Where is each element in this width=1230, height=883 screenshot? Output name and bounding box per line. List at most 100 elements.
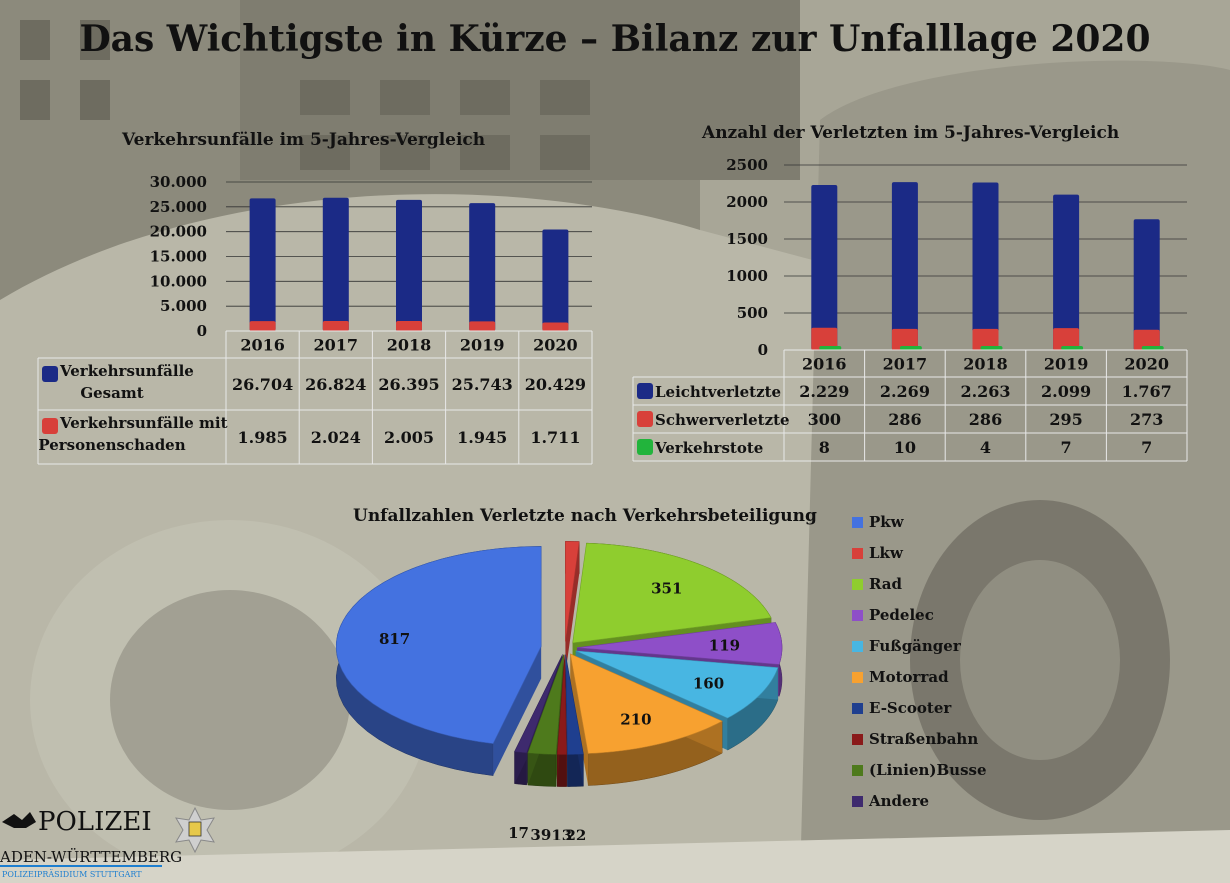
x-tick-label: 2017 — [883, 355, 928, 374]
y-tick-label: 15.000 — [150, 248, 207, 266]
data-label: 2.229 — [799, 382, 849, 401]
data-label: 2.263 — [960, 382, 1010, 401]
legend-label: Pedelec — [869, 606, 934, 624]
legend-swatch — [852, 578, 863, 590]
data-label: 295 — [1049, 410, 1082, 429]
bar-3 — [1061, 346, 1084, 350]
legend-swatch — [852, 764, 863, 776]
bar-2 — [972, 328, 999, 350]
legend-label: (Linien)Busse — [869, 761, 987, 779]
legend-label: Gesamt — [80, 384, 143, 402]
data-label: 8 — [819, 438, 830, 457]
data-label: 286 — [969, 410, 1002, 429]
legend-item: Andere — [852, 791, 929, 811]
x-tick-label: 2016 — [802, 355, 847, 374]
data-label: 273 — [1130, 410, 1163, 429]
pie-title: Unfallzahlen Verletzte nach Verkehrsbete… — [353, 506, 817, 526]
y-tick-label: 25.000 — [150, 198, 207, 216]
legend-swatch — [637, 383, 653, 399]
x-tick-label: 2016 — [240, 336, 285, 355]
data-label: 17 — [508, 824, 529, 840]
legend-label: Motorrad — [869, 668, 949, 686]
data-label: 26.824 — [305, 375, 366, 394]
bar-1 — [249, 198, 276, 331]
bar-1 — [1133, 219, 1160, 350]
x-tick-label: 2018 — [963, 355, 1008, 374]
legend-swatch — [852, 547, 863, 559]
page-title: Das Wichtigste in Kürze – Bilanz zur Unf… — [79, 18, 1151, 60]
y-tick-label: 5.000 — [160, 297, 207, 315]
legend-label: Rad — [869, 575, 903, 593]
bar-2 — [542, 322, 569, 331]
legend-swatch — [852, 795, 863, 807]
data-label: 39 — [530, 826, 551, 840]
x-tick-label: 2019 — [460, 336, 505, 355]
legend-item: Motorrad — [852, 667, 949, 687]
data-label: 25.743 — [452, 375, 513, 394]
legend-swatch — [852, 702, 863, 714]
legend-item: Pkw — [852, 512, 904, 532]
legend-item: Rad — [852, 574, 902, 594]
legend-swatch — [852, 516, 863, 528]
legend-item: Pedelec — [852, 605, 934, 625]
chart1-title: Verkehrsunfälle im 5-Jahres-Vergleich — [122, 130, 486, 150]
legend-label: Verkehrsunfälle — [59, 362, 194, 380]
pie-slice-5 — [575, 650, 779, 719]
legend-swatch — [852, 640, 863, 652]
legend-label: Pkw — [869, 513, 904, 531]
bar-2 — [1053, 328, 1080, 350]
data-label: 2.024 — [311, 428, 361, 447]
data-label: 26.704 — [232, 375, 293, 394]
data-label: 7 — [1061, 438, 1072, 457]
data-label: 1.767 — [1122, 382, 1172, 401]
legend-swatch — [852, 733, 863, 745]
legend-label: Verkehrstote — [654, 439, 763, 457]
logo-unit: POLIZEIPRÄSIDIUM STUTTGART — [2, 870, 142, 879]
pie-slice-8 — [556, 654, 567, 755]
y-tick-label: 500 — [737, 304, 768, 322]
data-label: 4 — [980, 438, 991, 457]
bar-2 — [891, 328, 918, 350]
bar-2 — [396, 321, 422, 331]
x-tick-label: 2018 — [387, 336, 432, 355]
y-tick-label: 2500 — [726, 156, 768, 174]
data-label: 210 — [620, 710, 651, 728]
bar-3 — [899, 346, 922, 350]
y-tick-label: 1500 — [726, 230, 768, 248]
logo-name: POLIZEI — [38, 807, 152, 837]
data-label: 119 — [709, 637, 740, 655]
pie-slice-4 — [576, 622, 783, 665]
legend-swatch — [852, 609, 863, 621]
data-label: 1.985 — [238, 428, 288, 447]
legend-label: Straßenbahn — [869, 730, 979, 748]
legend-label: E-Scooter — [869, 699, 952, 717]
chart-injured: 0 500 1000 1500 2000 2500 2016 2017 2018 2019 2020… — [632, 156, 1188, 462]
bar-1 — [811, 185, 838, 350]
bar-1 — [891, 182, 918, 350]
data-label: 13 — [551, 827, 572, 840]
legend-label: Andere — [869, 792, 930, 810]
legend-item: E-Scooter — [852, 698, 951, 718]
bar-1 — [469, 203, 496, 331]
legend-label: Lkw — [869, 544, 903, 562]
data-label: 300 — [808, 410, 841, 429]
legend-swatch — [852, 671, 863, 683]
data-label: 20.429 — [525, 375, 586, 394]
legend-label: Leichtverletzte — [655, 383, 781, 401]
x-tick-label: 2020 — [1124, 355, 1169, 374]
chart2-title: Anzahl der Verletzten im 5-Jahres-Vergle… — [702, 123, 1120, 143]
data-label: 2.099 — [1041, 382, 1091, 401]
pie-slice-7 — [565, 654, 584, 755]
bar-2 — [811, 327, 838, 350]
legend-swatch — [637, 439, 653, 455]
legend-item: Lkw — [852, 543, 903, 563]
y-tick-label: 20.000 — [150, 223, 207, 241]
bar-1 — [972, 182, 999, 350]
pie-slice-6 — [569, 653, 723, 754]
legend-item: (Linien)Busse — [852, 760, 987, 780]
polizei-logo: POLIZEI ADEN-WÜRTTEMBERG POLIZEIPRÄSIDIU… — [0, 806, 215, 879]
data-label: 1.711 — [530, 428, 580, 447]
eagle-icon — [2, 812, 36, 828]
data-label: 26.395 — [378, 375, 439, 394]
bar-3 — [1141, 346, 1164, 350]
